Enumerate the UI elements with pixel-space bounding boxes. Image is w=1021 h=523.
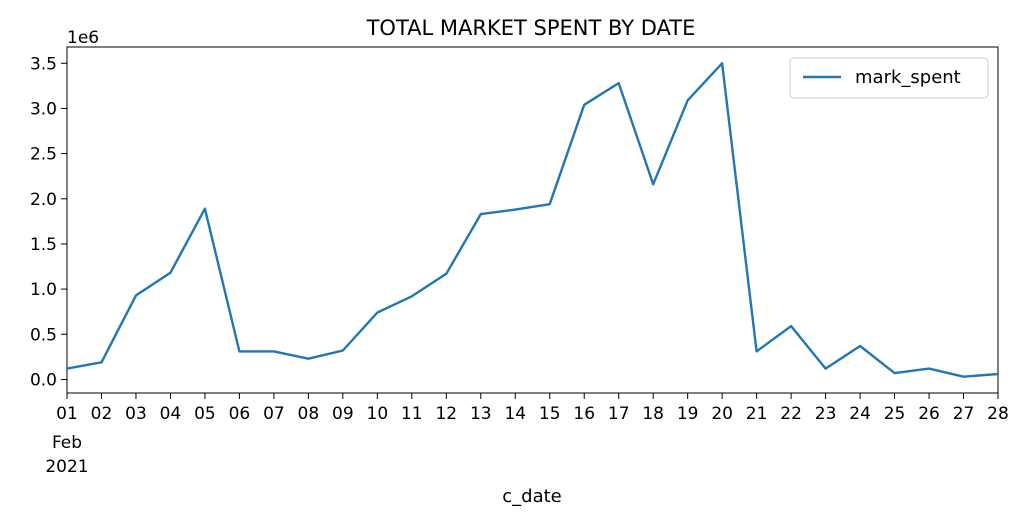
plot-area	[66, 46, 999, 394]
x-tick-label: 17	[608, 404, 630, 424]
x-tick-label: 06	[229, 404, 251, 424]
x-tick-label: 09	[332, 404, 354, 424]
y-tick-label: 0.5	[30, 325, 57, 345]
y-tick-label: 2.5	[30, 145, 57, 165]
legend: mark_spent	[789, 57, 989, 99]
x-tick-label: 15	[539, 404, 561, 424]
y-tick-label: 0.0	[30, 370, 57, 390]
y-offset-label: 1e6	[67, 28, 99, 48]
legend-frame	[789, 57, 989, 99]
x-axis-ticks: 01 02 03 04 05 06 07 08 09 10 11 12 13 14 15 16 17 18 19 20…	[56, 393, 1009, 424]
x-tick-label: 19	[677, 404, 699, 424]
series-line-mark-spent	[66, 62, 999, 378]
x-tick-label: 10	[367, 404, 389, 424]
y-tick-label: 3.0	[30, 99, 57, 119]
x-tick-label: 26	[918, 404, 940, 424]
y-tick-label: 2.0	[30, 190, 57, 210]
x-tick-label: 13	[470, 404, 492, 424]
x-tick-label: 25	[884, 404, 906, 424]
x-tick-label: 11	[401, 404, 423, 424]
legend-entry-mark-spent: mark_spent	[855, 67, 961, 88]
x-tick-label: 08	[298, 404, 320, 424]
y-tick-label: 1.5	[30, 235, 57, 255]
x-tick-label: 12	[435, 404, 457, 424]
x-tick-label: 05	[194, 404, 216, 424]
x-tick-label: 18	[642, 404, 664, 424]
chart-title: TOTAL MARKET SPENT BY DATE	[366, 16, 696, 40]
x-tick-label: 14	[504, 404, 526, 424]
x-tick-label: 01	[56, 404, 78, 424]
x-tick-label: 20	[711, 404, 733, 424]
x-tick-label: 02	[91, 404, 113, 424]
x-tick-label: 22	[780, 404, 802, 424]
y-axis-ticks: 0.0 0.5 1.0 1.5 2.0 2.5 3.0 3.5	[30, 54, 67, 390]
x-tick-label: 21	[746, 404, 768, 424]
x-tick-label: 23	[815, 404, 837, 424]
x-month-label: Feb	[52, 433, 82, 453]
x-tick-label: 27	[953, 404, 975, 424]
x-axis-label: c_date	[502, 486, 561, 507]
x-tick-label: 07	[263, 404, 285, 424]
x-tick-label: 16	[573, 404, 595, 424]
x-tick-label: 24	[849, 404, 871, 424]
x-year-label: 2021	[45, 457, 88, 477]
y-tick-label: 1.0	[30, 280, 57, 300]
y-tick-label: 3.5	[30, 54, 57, 74]
x-tick-label: 03	[125, 404, 147, 424]
x-tick-label: 28	[987, 404, 1009, 424]
x-tick-label: 04	[160, 404, 182, 424]
